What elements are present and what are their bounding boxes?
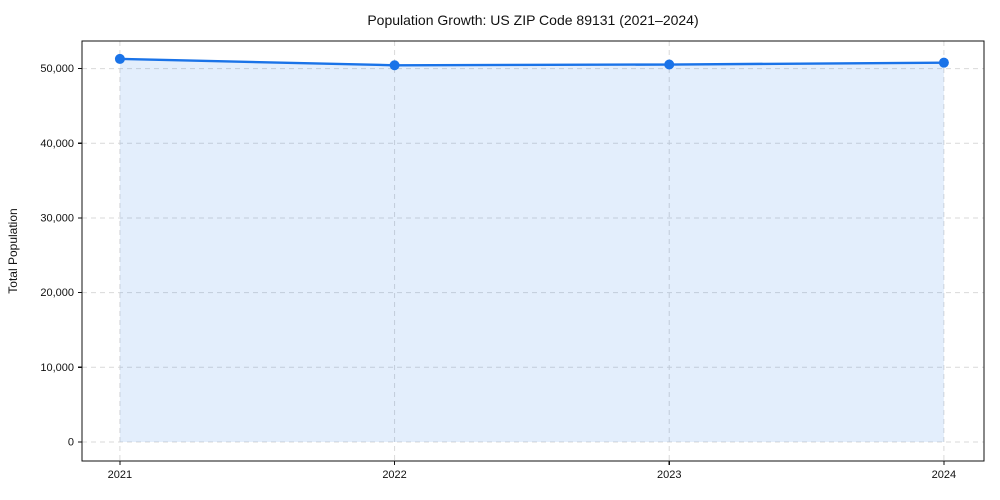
data-point-2021 xyxy=(114,53,125,64)
grid-layer xyxy=(82,41,984,461)
series-layer xyxy=(114,53,949,442)
plot-border xyxy=(81,40,985,462)
data-point-2024 xyxy=(938,57,949,68)
y-tick-label-0: 0 xyxy=(68,436,74,448)
y-tick-label-30000: 30,000 xyxy=(40,212,74,224)
population-line xyxy=(119,57,944,67)
y-axis-label: Total Population xyxy=(6,208,20,293)
axis-layer: 0 10,000 20,000 30,000 40,000 50,000 2021 2022 2… xyxy=(40,63,956,481)
x-tick-label-2023: 2023 xyxy=(657,469,681,481)
y-tick-label-20000: 20,000 xyxy=(40,287,74,299)
x-tick-label-2021: 2021 xyxy=(108,469,132,481)
area-fill xyxy=(119,58,944,442)
x-tick-label-2024: 2024 xyxy=(932,469,956,481)
y-tick-label-40000: 40,000 xyxy=(40,138,74,150)
y-tick-label-10000: 10,000 xyxy=(40,362,74,374)
y-tick-label-50000: 50,000 xyxy=(40,63,74,75)
x-tick-label-2022: 2022 xyxy=(382,469,406,481)
data-point-2022 xyxy=(389,60,400,71)
data-point-2023 xyxy=(664,59,675,70)
chart-title: Population Growth: US ZIP Code 89131 (20… xyxy=(367,12,698,28)
